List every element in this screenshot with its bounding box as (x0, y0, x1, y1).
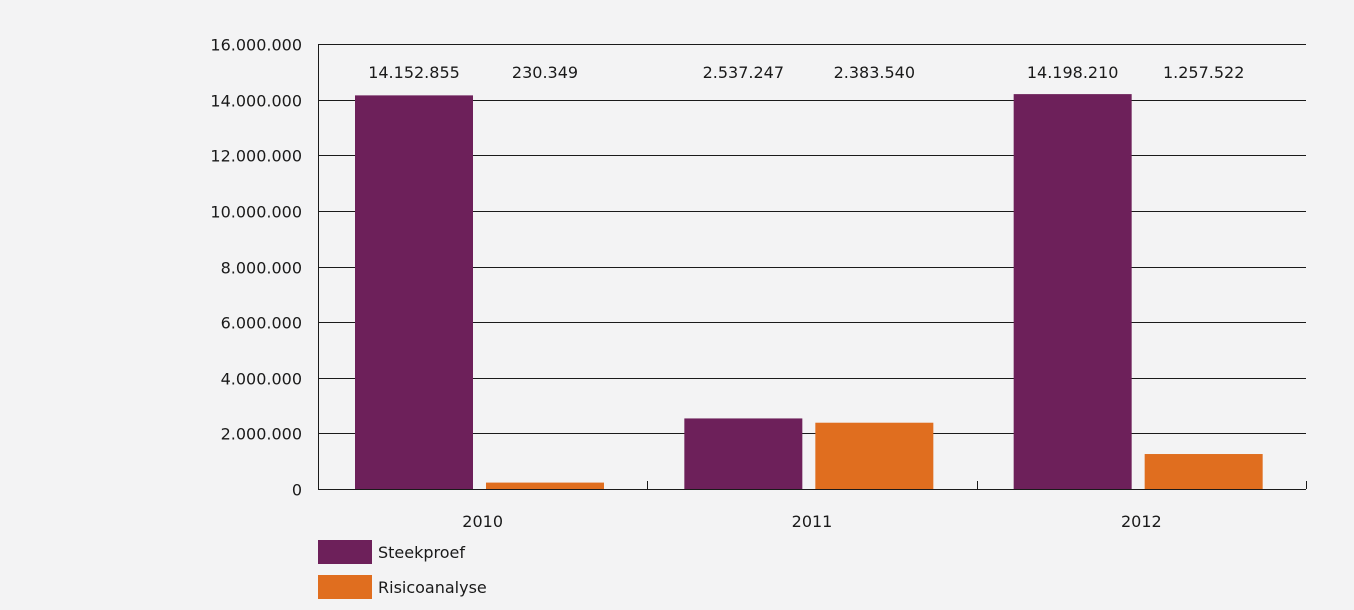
data-label: 230.349 (512, 63, 578, 82)
bar-risicoanalyse-2011 (815, 422, 934, 489)
y-tick-label: 12.000.000 (210, 147, 302, 166)
bar-steekproef-2012 (1013, 94, 1132, 490)
y-tick-label: 4.000.000 (221, 370, 302, 389)
legend-label-steekproef: Steekproef (378, 543, 465, 562)
bar-steekproef-2011 (684, 418, 803, 489)
legend: Steekproef Risicoanalyse (318, 540, 487, 599)
bar-risicoanalyse-2012 (1144, 454, 1263, 489)
y-tick-label: 6.000.000 (221, 314, 302, 333)
y-tick-label: 14.000.000 (210, 92, 302, 111)
data-label: 14.152.855 (368, 63, 460, 82)
y-tick-label: 8.000.000 (221, 259, 302, 278)
data-label: 1.257.522 (1163, 63, 1244, 82)
legend-label-risicoanalyse: Risicoanalyse (378, 578, 487, 597)
bars (355, 94, 1263, 490)
x-tick-label: 2011 (792, 512, 833, 531)
bar-risicoanalyse-2010 (486, 482, 604, 489)
data-label: 2.383.540 (834, 63, 915, 82)
data-labels: 14.152.855 230.349 2.537.247 2.383.540 14.19… (368, 63, 1244, 82)
legend-swatch-steekproef (318, 540, 372, 564)
y-tick-label: 0 (292, 481, 302, 500)
data-label: 2.537.247 (703, 63, 784, 82)
data-label: 14.198.210 (1027, 63, 1119, 82)
x-tick-label: 2010 (462, 512, 503, 531)
axes: 0 2.000.000 4.000.000 6.000.000 8.000.000 10.… (210, 36, 1307, 531)
y-tick-label: 10.000.000 (210, 203, 302, 222)
y-tick-label: 2.000.000 (221, 425, 302, 444)
x-tick-label: 2012 (1121, 512, 1162, 531)
y-tick-label: 16.000.000 (210, 36, 302, 55)
legend-swatch-risicoanalyse (318, 575, 372, 599)
bar-steekproef-2010 (355, 95, 473, 489)
gridlines (318, 44, 1306, 434)
